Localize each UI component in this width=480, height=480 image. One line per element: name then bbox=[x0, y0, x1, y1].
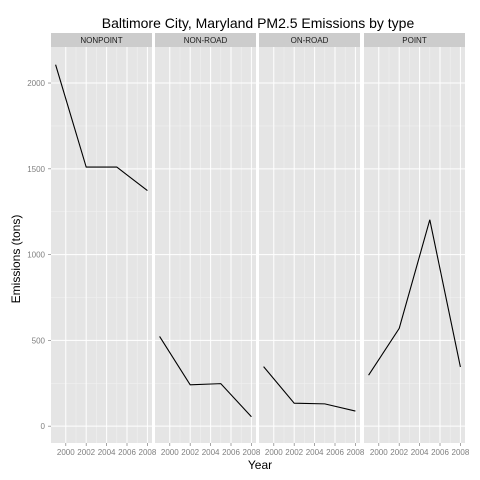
facet-strip bbox=[155, 33, 256, 47]
series-line bbox=[55, 64, 148, 192]
x-tick-label: 2000 bbox=[265, 448, 283, 457]
x-tick-label: 2006 bbox=[118, 448, 136, 457]
x-tick-label: 2006 bbox=[431, 448, 449, 457]
x-tick-label: 2008 bbox=[243, 448, 261, 457]
x-tick-label: 2004 bbox=[98, 448, 116, 457]
x-axis-title: Year bbox=[248, 458, 272, 472]
series-line bbox=[263, 366, 356, 412]
series-line bbox=[159, 336, 252, 418]
facet-strip-label: ON-ROAD bbox=[291, 36, 329, 45]
x-tick-label: 2006 bbox=[222, 448, 240, 457]
facet-strip bbox=[259, 33, 360, 47]
facet-strip-label: NONPOINT bbox=[80, 36, 122, 45]
facet-panel: ON-ROAD 2000 2002 2004 2006 2008 bbox=[259, 33, 365, 457]
y-tick-label: 2000 bbox=[27, 79, 45, 88]
x-tick-label: 2000 bbox=[161, 448, 179, 457]
facet-strip-label: POINT bbox=[402, 36, 427, 45]
x-tick-label: 2008 bbox=[347, 448, 365, 457]
series-line bbox=[368, 219, 461, 376]
y-tick-label: 1500 bbox=[27, 165, 45, 174]
x-tick-label: 2000 bbox=[57, 448, 75, 457]
x-tick-label: 2004 bbox=[411, 448, 429, 457]
chart-title: Baltimore City, Maryland PM2.5 Emissions… bbox=[102, 15, 415, 31]
facet-panel: POINT 2000 2002 2004 2006 2008 bbox=[364, 33, 470, 457]
facet-strip bbox=[364, 33, 465, 47]
y-tick-label: 1000 bbox=[27, 251, 45, 260]
x-tick-label: 2002 bbox=[77, 448, 95, 457]
y-tick-label: 0 bbox=[41, 422, 46, 431]
x-tick-label: 2002 bbox=[181, 448, 199, 457]
facet-strip-label: NON-ROAD bbox=[184, 36, 228, 45]
panel-background bbox=[259, 47, 360, 443]
x-tick-label: 2002 bbox=[390, 448, 408, 457]
x-tick-label: 2008 bbox=[452, 448, 470, 457]
facet-panel: NONPOINT 2000 2002 2004 2006 2008 bbox=[51, 33, 157, 457]
y-axis-ticks: 0 500 1000 1500 2000 bbox=[27, 79, 51, 431]
facet-strip bbox=[51, 33, 152, 47]
x-tick-label: 2000 bbox=[370, 448, 388, 457]
x-tick-label: 2004 bbox=[202, 448, 220, 457]
x-tick-label: 2004 bbox=[306, 448, 324, 457]
x-tick-label: 2008 bbox=[139, 448, 157, 457]
x-tick-label: 2006 bbox=[326, 448, 344, 457]
panel-background bbox=[155, 47, 256, 443]
y-axis-title: Emissions (tons) bbox=[9, 215, 23, 304]
panel-background bbox=[51, 47, 152, 443]
x-tick-label: 2002 bbox=[285, 448, 303, 457]
panel-background bbox=[364, 47, 465, 443]
facet-panel: NON-ROAD 2000 2002 2004 2006 2008 bbox=[155, 33, 261, 457]
y-tick-label: 500 bbox=[32, 336, 46, 345]
